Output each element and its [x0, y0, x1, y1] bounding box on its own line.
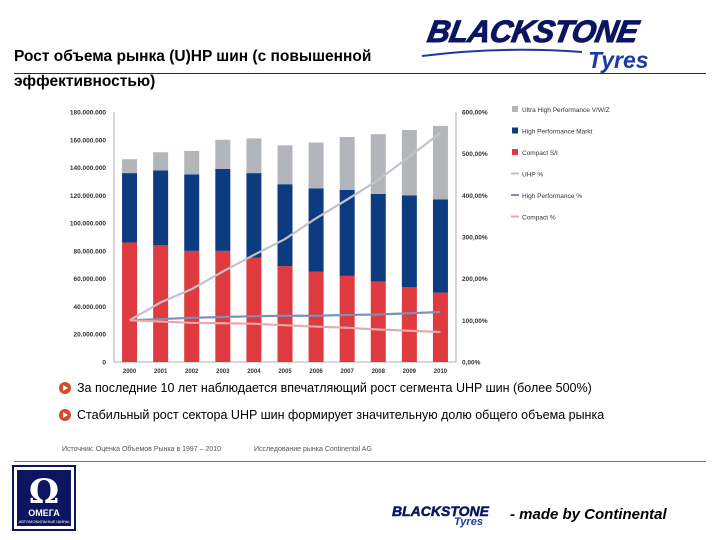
bar-high-performance [308, 188, 324, 272]
legend-swatch [512, 127, 518, 134]
y-left-tick-label: 140.000.000 [70, 165, 107, 172]
bullet-item-2: Стабильный рост сектора UHP шин формируе… [59, 408, 604, 422]
bullet-text-2: Стабильный рост сектора UHP шин формируе… [77, 408, 605, 422]
x-tick-label: 2003 [216, 369, 230, 375]
legend-swatch [512, 149, 518, 155]
bar-compact [370, 281, 386, 362]
logo-top-sub: Tyres [588, 47, 649, 73]
bar-compact [308, 271, 324, 362]
x-tick-label: 2001 [154, 369, 168, 375]
logo-swoosh-icon [422, 48, 582, 57]
bar-compact [277, 266, 293, 362]
bar-high-performance [153, 170, 169, 246]
slide-title: Рост объема рынка (U)HP шин (с повышенно… [14, 48, 372, 90]
bar-high-performance [370, 193, 386, 282]
y-right-tick-label: 100,00% [462, 318, 488, 325]
bar-high-performance [277, 184, 293, 267]
x-tick-label: 2006 [309, 369, 323, 375]
bar-high-performance [184, 174, 200, 251]
bar-compact [246, 257, 262, 362]
legend-swatch [512, 106, 518, 112]
bar-compact [215, 250, 231, 362]
legend-label: Compact % [522, 215, 556, 222]
header-divider [14, 73, 706, 74]
bar-uhp [339, 137, 355, 190]
omega-symbol: Ω [28, 472, 60, 512]
y-left-tick-label: 0 [102, 360, 106, 367]
y-left-tick-label: 60.000.000 [73, 276, 106, 283]
y-left-tick-label: 40.000.000 [73, 304, 106, 311]
blackstone-logo-top: BLACKSTONE Tyres [422, 14, 712, 74]
line-high-performance-percent [129, 310, 441, 322]
x-tick-label: 2005 [278, 369, 292, 375]
bar-high-performance [215, 168, 231, 251]
bullet-arrow-icon [59, 382, 71, 394]
bar-uhp [401, 130, 417, 196]
x-tick-label: 2008 [372, 369, 386, 375]
x-tick-label: 2009 [403, 369, 417, 375]
source-note-right: Исследование рынка Continental AG [254, 446, 372, 453]
blackstone-logo-bottom: BLACKSTONE Tyres [392, 503, 512, 533]
x-tick-label: 2002 [185, 369, 199, 375]
bullet-arrow-icon [59, 409, 71, 421]
bar-compact [339, 275, 355, 362]
x-tick-label: 2007 [341, 369, 355, 375]
omega-name: ОМЕГА [28, 508, 60, 518]
y-left-tick-label: 160.000.000 [70, 137, 107, 144]
omega-logo: Ω ОМЕГА АВТОМОБИЛЬНЫЕ ШИНЫ [12, 465, 76, 531]
bar-uhp [215, 139, 231, 169]
omega-subtitle: АВТОМОБИЛЬНЫЕ ШИНЫ [18, 519, 70, 524]
bar-high-performance [339, 189, 355, 276]
bar-compact [184, 250, 200, 362]
bullet-item-1: За последние 10 лет наблюдается впечатля… [59, 381, 592, 395]
market-volume-chart: 0 20.000.000 40.000.000 60.000.000 80.000.00… [70, 106, 610, 375]
bar-high-performance [432, 199, 448, 293]
y-left-tick-label: 80.000.000 [73, 248, 106, 255]
x-tick-label: 2010 [434, 369, 448, 375]
line-uhp-percent [128, 131, 442, 322]
y-left-tick-label: 180.000.000 [70, 110, 107, 117]
legend-label: Compact S/I [522, 150, 558, 157]
y-right-tick-label: 600,00% [462, 110, 488, 117]
bullet-text-1: За последние 10 лет наблюдается впечатля… [77, 381, 592, 395]
legend-label: High Performance % [522, 193, 582, 200]
x-tick-label: 2000 [123, 369, 137, 375]
bar-uhp [153, 152, 169, 171]
bar-compact [122, 242, 138, 362]
bar-high-performance [401, 195, 417, 287]
y-left-tick-label: 20.000.000 [73, 332, 106, 339]
y-right-tick-label: 400,00% [462, 193, 488, 200]
legend-label: UHP % [522, 172, 543, 179]
bar-compact [401, 287, 417, 362]
logo-bottom-sub: Tyres [454, 516, 483, 528]
legend-label: Ultra High Performance V/W/Z [522, 107, 610, 114]
x-tick-label: 2004 [247, 369, 261, 375]
legend-label: High Performance Markt [522, 129, 593, 136]
made-by-text: - made by Continental [510, 506, 667, 523]
bar-uhp [308, 142, 324, 189]
footer-divider [14, 461, 706, 462]
source-note-left: Источник: Оценка Объемов Рынка в 1997 – … [62, 446, 222, 453]
y-right-tick-label: 500,00% [462, 151, 488, 158]
bar-high-performance [122, 173, 138, 243]
bar-uhp [432, 125, 448, 200]
bar-uhp [370, 134, 386, 194]
bar-uhp [277, 145, 293, 185]
line-compact-percent [129, 319, 441, 334]
bar-uhp [246, 138, 262, 174]
y-left-tick-label: 100.000.000 [70, 221, 107, 228]
bar-high-performance [246, 173, 262, 258]
y-right-tick-label: 0,00% [462, 360, 481, 367]
bar-compact [432, 292, 448, 362]
bar-uhp [122, 159, 138, 174]
bar-uhp [184, 150, 200, 175]
y-left-tick-label: 120.000.000 [70, 193, 107, 200]
y-right-tick-label: 200,00% [462, 276, 488, 283]
logo-bottom-main: BLACKSTONE [392, 503, 489, 520]
y-right-tick-label: 300,00% [462, 235, 488, 242]
